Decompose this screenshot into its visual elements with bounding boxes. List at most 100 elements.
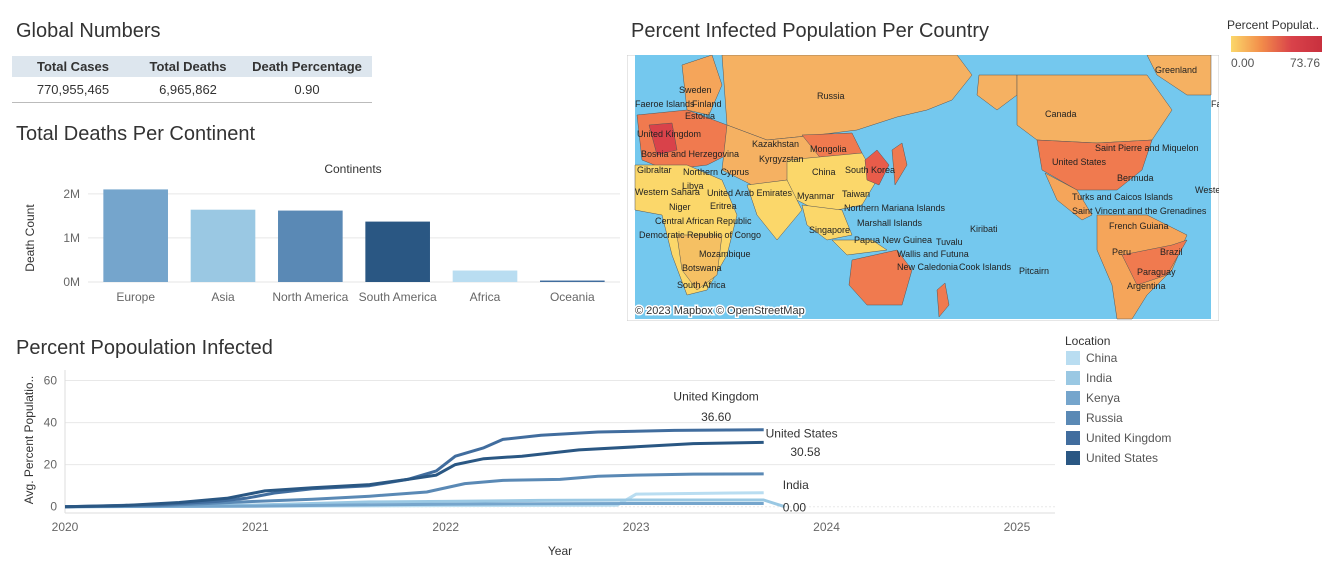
legend-swatch <box>1066 371 1080 385</box>
total-cases-value: 770,955,465 <box>12 77 134 103</box>
map-country-label: Paraguay <box>1137 267 1176 277</box>
series-line-kenya[interactable] <box>64 502 764 509</box>
map-country-label: Argentina <box>1127 281 1166 291</box>
map-country-label: Fae <box>1211 99 1219 109</box>
map-country-label: Estonia <box>685 111 715 121</box>
map-country-label: Wallis and Futuna <box>897 249 969 259</box>
map-country-label: Democratic Republic of Congo <box>639 230 761 240</box>
death-percentage-header: Death Percentage <box>242 56 372 77</box>
death-count-label: Death Count <box>23 204 37 272</box>
map-country-label: Saint Vincent and the Grenadines <box>1072 206 1207 216</box>
map-country-label: United Kingdom <box>637 129 701 139</box>
legend-label: United Kingdom <box>1086 431 1172 445</box>
map-country-label: Mongolia <box>810 144 847 154</box>
legend-item-united-states[interactable]: United States <box>1066 451 1158 465</box>
map-country-label: Kazakhstan <box>752 139 799 149</box>
map-country-label: Turks and Caicos Islands <box>1072 192 1173 202</box>
map-country-label: Pitcairn <box>1019 266 1049 276</box>
legend-label: India <box>1086 371 1113 385</box>
series-line-united-states[interactable] <box>64 440 764 509</box>
map-country-label: Northern Cyprus <box>683 167 750 177</box>
death-percentage-value: 0.90 <box>242 77 372 103</box>
continent-bar-chart: Continents Death Count 0M 1M 2M Europe Asia N… <box>23 162 620 304</box>
line-y-axis-label: Avg. Percent Populatio.. <box>22 376 36 505</box>
map-country-label: Gibraltar <box>637 165 672 175</box>
bar-y-tick-label: 2M <box>63 187 80 201</box>
map-country-label: United Arab Emirates <box>707 188 793 198</box>
legend-label: China <box>1086 351 1118 365</box>
map-legend-min: 0.00 <box>1231 56 1255 70</box>
map-attribution[interactable]: © 2023 Mapbox © OpenStreetMap <box>634 304 807 319</box>
line-y-tick-label: 60 <box>44 374 58 388</box>
bar-asia[interactable] <box>190 209 256 282</box>
map-country-label: Botswana <box>682 263 722 273</box>
legend-item-united-kingdom[interactable]: United Kingdom <box>1066 431 1171 445</box>
legend-item-india[interactable]: India <box>1066 371 1112 385</box>
map-country-label: Singapore <box>809 225 850 235</box>
bar-category-label: Europe <box>116 290 155 304</box>
bar-africa[interactable] <box>452 270 518 282</box>
map-country-label: Papua New Guinea <box>854 235 932 245</box>
map-country-label: Peru <box>1112 247 1131 257</box>
bar-south-america[interactable] <box>365 221 430 282</box>
map-country-label: China <box>812 167 836 177</box>
line-x-tick-label: 2020 <box>52 520 79 534</box>
map-country-label: Cook Islands <box>959 262 1012 272</box>
line-y-tick-label: 20 <box>44 458 58 472</box>
map-country-label: Myanmar <box>797 191 835 201</box>
map-country-label: Faeroe Islands <box>635 99 695 109</box>
legend-swatch <box>1066 391 1080 405</box>
line-chart-title: Percent Popoulation Infected <box>16 337 273 359</box>
map-country-label: Brazil <box>1160 247 1183 257</box>
line-x-tick-label: 2023 <box>623 520 650 534</box>
global-numbers-table: Total Cases Total Deaths Death Percentag… <box>12 56 372 103</box>
map-country-label: Saint Pierre and Miquelon <box>1095 143 1199 153</box>
series-line-united-kingdom[interactable] <box>64 428 764 509</box>
map-country-label: South Africa <box>677 280 726 290</box>
bar-category-label: Oceania <box>550 290 595 304</box>
line-annotation: India <box>783 478 809 492</box>
line-annotation: 30.58 <box>790 445 820 459</box>
map-country-label: Eritrea <box>710 201 737 211</box>
line-x-axis-label: Year <box>548 544 572 558</box>
line-annotation: United Kingdom <box>673 389 758 403</box>
table-row: 770,955,465 6,965,862 0.90 <box>12 77 372 103</box>
map-country-label: French Guiana <box>1109 221 1169 231</box>
choropleth-map[interactable]: © 2023 Mapbox © OpenStreetMap Greenland R… <box>627 55 1219 321</box>
line-x-tick-label: 2025 <box>1004 520 1031 534</box>
map-country-label: Kiribati <box>970 224 998 234</box>
bar-y-tick-label: 1M <box>63 231 80 245</box>
bar-oceania[interactable] <box>540 280 605 282</box>
location-legend-title: Location <box>1065 334 1111 348</box>
map-country-label: Greenland <box>1155 65 1197 75</box>
line-x-tick-label: 2021 <box>242 520 269 534</box>
map-legend-title: Percent Populat.. <box>1227 18 1320 32</box>
line-annotation: 0.00 <box>783 500 807 514</box>
map-country-label: Finland <box>692 99 722 109</box>
map-country-label: Northern Mariana Islands <box>844 203 946 213</box>
line-x-tick-label: 2024 <box>813 520 840 534</box>
map-country-label: United States <box>1052 157 1107 167</box>
bar-europe[interactable] <box>103 189 168 282</box>
series-line-russia[interactable] <box>64 472 764 509</box>
map-country-label: Bosnia and Herzegovina <box>641 149 739 159</box>
map-country-label: Sweden <box>679 85 712 95</box>
bar-category-label: South America <box>359 290 437 304</box>
bar-category-label: North America <box>272 290 348 304</box>
map-country-label: Central African Republic <box>655 216 752 226</box>
legend-swatch <box>1066 411 1080 425</box>
total-deaths-header: Total Deaths <box>134 56 242 77</box>
map-country-label: Canada <box>1045 109 1077 119</box>
legend-label: Russia <box>1086 411 1123 425</box>
map-title: Percent Infected Population Per Country <box>631 20 989 42</box>
bar-category-label: Africa <box>470 290 501 304</box>
total-cases-header: Total Cases <box>12 56 134 77</box>
legend-item-kenya[interactable]: Kenya <box>1066 391 1120 405</box>
legend-item-russia[interactable]: Russia <box>1066 411 1123 425</box>
map-country-label: Mozambique <box>699 249 751 259</box>
map-country-label: Bermuda <box>1117 173 1154 183</box>
bar-north-america[interactable] <box>278 210 343 282</box>
map-country-labels: Greenland Russia Sweden Faeroe IslandsFinla… <box>635 65 1219 291</box>
global-numbers-title: Global Numbers <box>16 20 161 42</box>
legend-item-china[interactable]: China <box>1066 351 1117 365</box>
